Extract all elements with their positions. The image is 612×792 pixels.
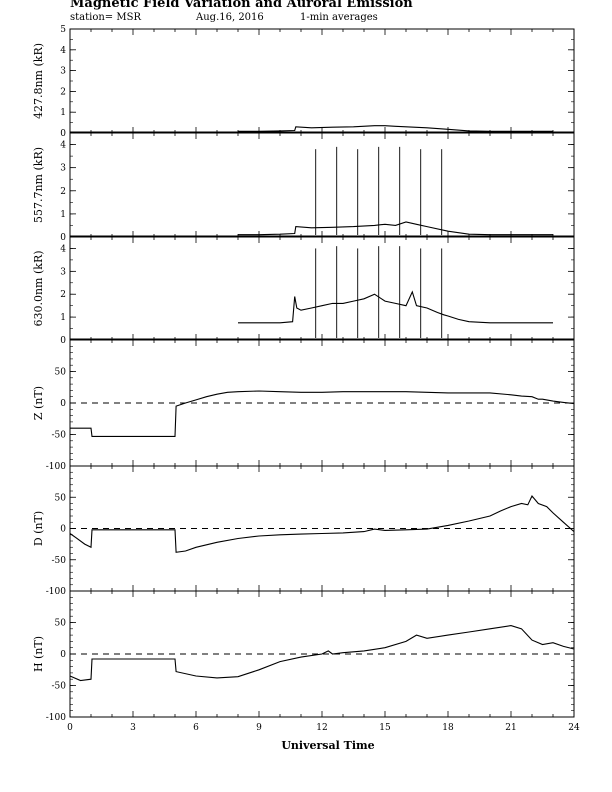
y-tick-label-pH: 0	[60, 650, 66, 660]
x-axis-label: Universal Time	[281, 739, 374, 752]
series-line-p5577	[238, 221, 553, 236]
x-tick-label: 6	[193, 723, 199, 733]
averaging-label: 1-min averages	[300, 12, 378, 23]
y-tick-label-p6300: 3	[60, 267, 66, 277]
y-tick-label-pZ: -50	[52, 431, 67, 441]
y-tick-label-p5577: 4	[60, 141, 66, 151]
data-layer	[69, 125, 575, 682]
y-tick-label-pD: -100	[46, 587, 66, 597]
y-axis-label-pZ: Z (nT)	[32, 386, 45, 420]
series-line-pH	[69, 625, 575, 682]
y-tick-label-p5577: 2	[60, 187, 66, 197]
y-tick-label-p6300: 0	[60, 336, 66, 346]
y-tick-label-pH: -100	[46, 713, 66, 723]
y-tick-label-pH: -50	[52, 682, 67, 692]
y-axis-label-p5577: 557.7nm (kR)	[32, 147, 45, 223]
series-line-pD	[69, 494, 575, 553]
y-tick-label-p4278: 0	[60, 129, 66, 139]
y-tick-label-pZ: -100	[46, 462, 66, 472]
y-axis-label-p4278: 427.8nm (kR)	[32, 43, 45, 119]
y-tick-label-p4278: 3	[60, 67, 66, 77]
series-line-p6300	[238, 290, 553, 324]
series-line-pZ	[70, 390, 575, 437]
x-tick-label: 15	[379, 723, 391, 733]
station-label: station= MSR	[70, 12, 141, 23]
x-tick-label: 18	[442, 723, 454, 733]
x-tick-label: 3	[130, 723, 136, 733]
y-tick-label-pD: 0	[60, 525, 66, 535]
date-label: Aug.16, 2016	[196, 12, 264, 23]
y-tick-label-p4278: 5	[60, 25, 66, 35]
y-tick-label-p5577: 1	[60, 210, 66, 220]
panel-frame-p5577	[69, 132, 575, 238]
y-axis-label-p6300: 630.0nm (kR)	[32, 250, 45, 326]
y-tick-label-p6300: 4	[60, 244, 66, 254]
y-tick-label-pD: -50	[52, 556, 67, 566]
panel-frame-p4278	[69, 28, 575, 134]
panel-frame-pZ	[69, 339, 575, 467]
x-tick-label: 0	[67, 723, 73, 733]
y-tick-label-pD: 50	[55, 493, 67, 503]
panel-frame-p6300	[69, 236, 575, 341]
y-tick-label-p4278: 1	[60, 108, 66, 118]
y-tick-label-p4278: 4	[60, 46, 66, 56]
y-tick-label-p5577: 0	[60, 233, 66, 243]
y-axis-label-pD: D (nT)	[32, 511, 45, 546]
series-line-p4278	[238, 125, 553, 132]
y-tick-label-p5577: 3	[60, 164, 66, 174]
x-tick-label: 21	[505, 723, 516, 733]
y-tick-label-p6300: 2	[60, 290, 66, 300]
x-tick-label: 24	[568, 723, 580, 733]
y-tick-label-pZ: 50	[55, 368, 67, 378]
y-tick-label-p4278: 2	[60, 87, 66, 97]
y-tick-label-p6300: 1	[60, 313, 66, 323]
x-tick-label: 12	[316, 723, 327, 733]
x-tick-label: 9	[256, 723, 262, 733]
y-axis-label-pH: H (nT)	[32, 636, 45, 672]
panel-frame-pD	[69, 465, 575, 592]
y-tick-label-pH: 50	[55, 619, 67, 629]
y-tick-label-pZ: 0	[60, 399, 66, 409]
chart-title: Magnetic Field Variation and Auroral Emi…	[70, 0, 413, 11]
